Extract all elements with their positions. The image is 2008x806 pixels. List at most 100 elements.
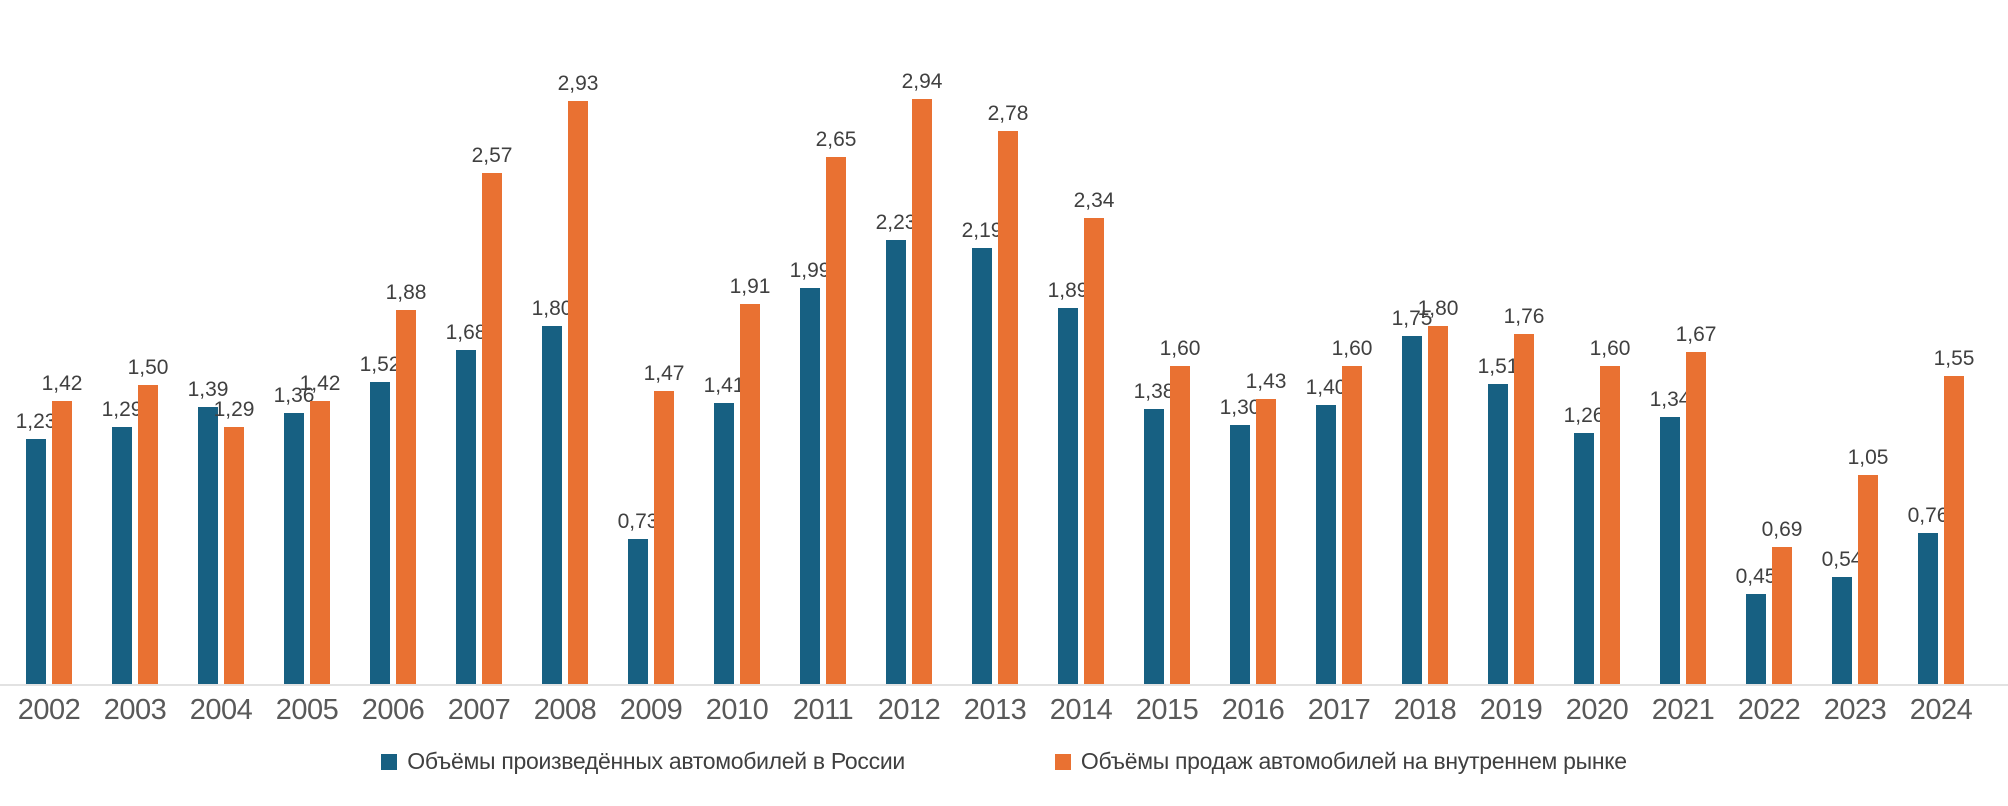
bar-production-2024: 0,76 xyxy=(1908,505,1948,684)
bar-production-2011: 1,99 xyxy=(790,260,830,684)
value-label-sales-2002: 1,42 xyxy=(41,372,83,395)
bar-production-2006: 1,52 xyxy=(360,354,400,684)
bar-sales-2021: 1,67 xyxy=(1676,324,1716,684)
bar-sales-2020: 1,60 xyxy=(1590,338,1630,684)
value-label-sales-2022: 0,69 xyxy=(1761,518,1803,541)
value-label-sales-2005: 1,42 xyxy=(299,372,341,395)
bar-group-2018: 1,75 1,80 xyxy=(1392,0,1458,684)
value-label-production-2018: 1,75 xyxy=(1391,307,1433,330)
x-tick-2018: 2018 xyxy=(1393,694,1457,726)
value-label-sales-2018: 1,80 xyxy=(1417,297,1459,320)
bar-production-2009: 0,73 xyxy=(618,511,658,684)
value-label-production-2022: 0,45 xyxy=(1735,565,1777,588)
bar-production-2023: 0,54 xyxy=(1822,549,1862,684)
value-label-production-2014: 1,89 xyxy=(1047,279,1089,302)
value-label-sales-2004: 1,29 xyxy=(213,398,255,421)
bar-sales-2022: 0,69 xyxy=(1762,519,1802,684)
value-label-production-2023: 0,54 xyxy=(1821,548,1863,571)
bar-sales-2007: 2,57 xyxy=(472,145,512,684)
value-label-sales-2014: 2,34 xyxy=(1073,189,1115,212)
bar-sales-2024: 1,55 xyxy=(1934,348,1974,684)
bar-production-2012: 2,23 xyxy=(876,212,916,684)
bar-production-2013: 2,19 xyxy=(962,220,1002,684)
x-tick-2015: 2015 xyxy=(1135,694,1199,726)
value-label-sales-2008: 2,93 xyxy=(557,72,599,95)
bar-group-2024: 0,76 1,55 xyxy=(1908,0,1974,684)
bar-group-2012: 2,23 2,94 xyxy=(876,0,942,684)
bar-group-2006: 1,52 1,88 xyxy=(360,0,426,684)
bar-group-2014: 1,89 2,34 xyxy=(1048,0,1114,684)
value-label-production-2007: 1,68 xyxy=(445,321,487,344)
value-label-production-2017: 1,40 xyxy=(1305,376,1347,399)
value-label-production-2013: 2,19 xyxy=(961,219,1003,242)
bar-group-2013: 2,19 2,78 xyxy=(962,0,1028,684)
x-tick-2011: 2011 xyxy=(792,694,854,726)
bar-group-2016: 1,30 1,43 xyxy=(1220,0,1286,684)
value-label-production-2008: 1,80 xyxy=(531,297,573,320)
x-tick-2020: 2020 xyxy=(1565,694,1629,726)
x-tick-2017: 2017 xyxy=(1307,694,1371,726)
bar-sales-2006: 1,88 xyxy=(386,282,426,684)
x-tick-2024: 2024 xyxy=(1909,694,1973,726)
legend-swatch-sales-icon xyxy=(1054,753,1071,770)
bar-sales-2004: 1,29 xyxy=(214,399,254,684)
legend-item-production: Объёмы произведённых автомобилей в Росси… xyxy=(381,748,905,775)
value-label-production-2016: 1,30 xyxy=(1219,396,1261,419)
bar-sales-2016: 1,43 xyxy=(1246,371,1286,684)
value-label-sales-2020: 1,60 xyxy=(1589,337,1631,360)
bar-group-2015: 1,38 1,60 xyxy=(1134,0,1200,684)
bar-production-2010: 1,41 xyxy=(704,375,744,684)
bar-production-2004: 1,39 xyxy=(188,379,228,684)
bar-sales-2009: 1,47 xyxy=(644,363,684,684)
value-label-production-2024: 0,76 xyxy=(1907,504,1949,527)
bar-production-2014: 1,89 xyxy=(1048,280,1088,684)
bar-production-2017: 1,40 xyxy=(1306,377,1346,684)
bar-sales-2014: 2,34 xyxy=(1074,190,1114,684)
x-tick-2006: 2006 xyxy=(361,694,425,726)
value-label-production-2006: 1,52 xyxy=(359,353,401,376)
bar-group-2021: 1,34 1,67 xyxy=(1650,0,1716,684)
x-tick-2003: 2003 xyxy=(103,694,167,726)
x-tick-2013: 2013 xyxy=(963,694,1027,726)
value-label-production-2020: 1,26 xyxy=(1563,404,1605,427)
value-label-sales-2006: 1,88 xyxy=(385,281,427,304)
bar-group-2019: 1,51 1,76 xyxy=(1478,0,1544,684)
x-tick-2019: 2019 xyxy=(1479,694,1543,726)
value-label-production-2009: 0,73 xyxy=(617,510,659,533)
x-tick-2008: 2008 xyxy=(533,694,597,726)
value-label-production-2015: 1,38 xyxy=(1133,380,1175,403)
value-label-sales-2013: 2,78 xyxy=(987,102,1029,125)
bar-group-2011: 1,99 2,65 xyxy=(790,0,856,684)
legend-swatch-production-icon xyxy=(381,753,398,770)
bar-group-2007: 1,68 2,57 xyxy=(446,0,512,684)
bar-group-2009: 0,73 1,47 xyxy=(618,0,684,684)
value-label-sales-2016: 1,43 xyxy=(1245,370,1287,393)
x-tick-2016: 2016 xyxy=(1221,694,1285,726)
value-label-sales-2009: 1,47 xyxy=(643,362,685,385)
bar-production-2002: 1,23 xyxy=(16,411,56,684)
value-label-sales-2003: 1,50 xyxy=(127,356,169,379)
legend-label-production: Объёмы произведённых автомобилей в Росси… xyxy=(407,748,905,774)
bar-production-2007: 1,68 xyxy=(446,322,486,684)
bar-group-2017: 1,40 1,60 xyxy=(1306,0,1372,684)
bar-sales-2003: 1,50 xyxy=(128,357,168,684)
bar-production-2003: 1,29 xyxy=(102,399,142,684)
value-label-production-2002: 1,23 xyxy=(15,410,57,433)
legend-item-sales: Объёмы продаж автомобилей на внутреннем … xyxy=(1054,748,1627,775)
x-tick-2009: 2009 xyxy=(619,694,683,726)
x-tick-2004: 2004 xyxy=(189,694,253,726)
bar-production-2016: 1,30 xyxy=(1220,397,1260,684)
x-tick-2022: 2022 xyxy=(1737,694,1801,726)
bar-sales-2011: 2,65 xyxy=(816,129,856,684)
bar-sales-2008: 2,93 xyxy=(558,73,598,684)
bar-production-2008: 1,80 xyxy=(532,298,572,684)
bar-sales-2013: 2,78 xyxy=(988,103,1028,684)
bar-production-2005: 1,36 xyxy=(274,385,314,684)
legend-label-sales: Объёмы продаж автомобилей на внутреннем … xyxy=(1080,748,1627,774)
value-label-sales-2017: 1,60 xyxy=(1331,337,1373,360)
x-axis: 2002 2003 2004 2005 2006 2007 2008 2009 2010 2011… xyxy=(0,694,2008,727)
bar-sales-2019: 1,76 xyxy=(1504,306,1544,684)
bar-sales-2012: 2,94 xyxy=(902,71,942,684)
x-tick-2010: 2010 xyxy=(705,694,769,726)
